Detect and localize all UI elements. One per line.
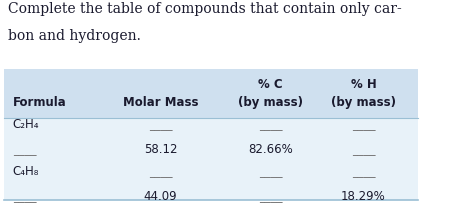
Text: ____: ____ <box>149 165 172 178</box>
Text: ____: ____ <box>258 190 282 203</box>
Text: C₂H₄: C₂H₄ <box>13 118 39 131</box>
Text: bon and hydrogen.: bon and hydrogen. <box>8 29 141 43</box>
Text: 44.09: 44.09 <box>144 190 177 203</box>
Text: ____: ____ <box>13 190 36 203</box>
Text: 18.29%: 18.29% <box>340 190 385 203</box>
Text: Formula: Formula <box>13 96 66 109</box>
Text: 82.66%: 82.66% <box>248 143 292 156</box>
FancyBboxPatch shape <box>4 69 418 118</box>
Text: % H: % H <box>350 78 375 91</box>
Text: (by mass): (by mass) <box>330 96 395 109</box>
Text: C₄H₈: C₄H₈ <box>13 165 39 178</box>
Text: Molar Mass: Molar Mass <box>123 96 198 109</box>
Text: 58.12: 58.12 <box>144 143 177 156</box>
Text: ____: ____ <box>13 143 36 156</box>
Text: ____: ____ <box>258 165 282 178</box>
Text: ____: ____ <box>258 118 282 131</box>
Text: % C: % C <box>257 78 282 91</box>
Text: ____: ____ <box>351 118 375 131</box>
Text: ____: ____ <box>351 143 375 156</box>
Text: (by mass): (by mass) <box>238 96 302 109</box>
Text: Complete the table of compounds that contain only car-: Complete the table of compounds that con… <box>8 2 401 16</box>
Text: ____: ____ <box>351 165 375 178</box>
FancyBboxPatch shape <box>4 69 418 200</box>
Text: ____: ____ <box>149 118 172 131</box>
